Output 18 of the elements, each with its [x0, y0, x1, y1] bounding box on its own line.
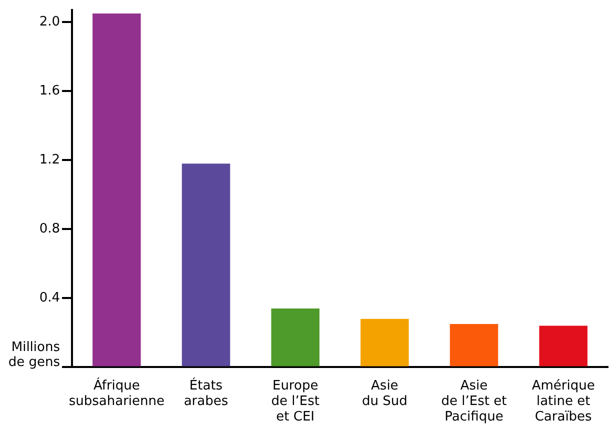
- bar: [92, 13, 141, 366]
- x-tick-label: Asie de l’Est et Pacifique: [441, 378, 507, 425]
- bar: [360, 318, 409, 366]
- bar: [271, 308, 320, 366]
- bar: [450, 324, 498, 366]
- x-tick-label: Áfrique subsaharienne: [68, 376, 164, 409]
- x-tick-label: Europe de l’Est et CEI: [271, 378, 320, 425]
- y-tick-label: 1.2: [39, 152, 60, 168]
- y-tick-label: 2.0: [39, 14, 60, 30]
- y-tick-label: 0.4: [39, 290, 60, 306]
- x-tick-label: Amérique latine et Caraïbes: [532, 378, 595, 425]
- y-tick-label: 1.6: [39, 83, 60, 98]
- y-axis-title: Millions de gens: [8, 340, 60, 370]
- y-tick-label: 0.8: [39, 222, 60, 237]
- x-tick-label: Asie du Sud: [362, 378, 408, 409]
- x-tick-label: États arabes: [184, 376, 228, 409]
- bar: [539, 326, 588, 366]
- bar: [182, 164, 230, 366]
